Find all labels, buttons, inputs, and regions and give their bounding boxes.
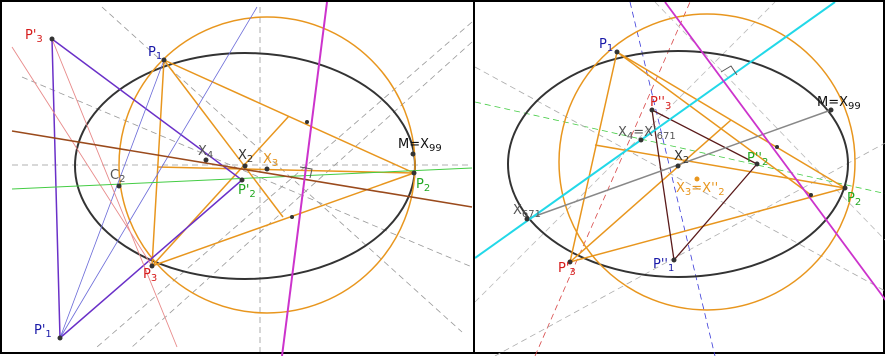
label-p3-double-prime: P''3 [650,95,671,112]
red-lines [11,38,178,348]
red-line-2 [11,46,153,267]
orange-triangle [151,58,417,268]
label-x671: X671 [513,203,541,220]
blue-line-1 [59,6,258,339]
point-p2 [842,185,848,191]
point-p2 [411,170,417,176]
point-m [410,151,416,157]
label-m: M=X99 [817,95,861,112]
median-p2 [156,166,415,174]
point-p1-double-prime [671,257,677,263]
label-p2: P2 [416,177,430,194]
points [524,49,848,265]
point-p1 [161,57,167,63]
violet-triangle [51,38,244,340]
triangle-p1p2p3 [151,58,417,268]
label-x2: X2 [674,149,689,166]
point-x3 [694,176,700,182]
dashed-blue-line [629,2,716,356]
brown-line [11,130,473,208]
point-p3-double-prime [649,107,655,113]
label-x2: X2 [238,148,253,165]
point-p2-prime [239,177,245,183]
point-aux-2 [290,215,294,219]
label-x4: X4=X'671 [618,125,676,142]
dashed-gray-line-1 [475,66,885,292]
dashed-gray-line-2 [494,142,885,356]
point-x671 [524,216,530,222]
right-angle-marker [299,166,313,179]
circumcircle [118,16,416,314]
orange-triangle [568,50,847,264]
label-p2-double-prime: P''2 [747,151,768,168]
dashed-line-diag-4 [131,41,473,348]
label-p1-prime: P'1 [34,323,52,340]
point-c2 [116,183,122,189]
point-x3 [264,166,270,172]
label-p3-prime: P'3 [25,28,43,45]
cyan-line [475,2,836,259]
dashed-red-line [534,2,691,356]
median-p1 [163,59,284,218]
right-panel: P1 P2 P'3 M=X99 X4=X'671 X2 X671 P''1 P'… [473,0,885,356]
label-x3: X3 [263,152,278,169]
right-angle-marker [720,65,738,76]
dashed-line-diag-3 [21,76,473,268]
triangle-prime [51,38,244,340]
point-p3 [567,259,573,265]
point-p1-prime [57,335,63,341]
median-p3 [151,115,290,267]
point-p1 [614,49,620,55]
triangle-double-prime [651,108,759,262]
point-p3-prime [49,36,55,42]
label-c2: C2 [110,168,125,185]
label-x4: X4 [198,144,213,161]
magenta-line [664,2,885,301]
label-p2: P2 [847,191,861,208]
point-aux-1 [775,145,779,149]
point-x4 [203,157,209,163]
point-aux-1 [305,120,309,124]
left-panel: P1 P2 P3 P'3 P'1 P'2 M=X99 X4 X2 X3 C2 [0,0,475,356]
median-p2 [594,144,846,189]
point-p3 [149,263,155,269]
label-p1-double-prime: P''1 [653,257,674,274]
left-diagram: P1 P2 P3 P'3 P'1 P'2 M=X99 X4 X2 X3 C2 [11,2,473,356]
magenta-line [281,2,328,356]
right-diagram: P1 P2 P'3 M=X99 X4=X'671 X2 X671 P''1 P'… [475,2,885,356]
point-m [828,107,834,113]
point-x2 [675,163,681,169]
red-line-1 [51,38,178,348]
label-p1: P1 [599,37,613,54]
label-p3: P'3 [558,261,576,278]
label-p1: P1 [148,45,162,62]
blue-line-2 [59,59,165,339]
construction-lines [475,2,885,356]
ellipse [507,50,849,278]
point-p2-double-prime [754,161,760,167]
point-aux-2 [809,193,813,197]
dashed-line-diag-2 [96,21,473,348]
label-m: M=X99 [398,137,442,154]
dashed-green-line [475,101,885,194]
label-x3-eq: X3=X''2 [676,181,725,198]
median-p3 [569,119,732,263]
blue-lines [59,6,258,339]
median-p1 [616,51,812,196]
triangle-p1p2p3 [568,50,847,264]
label-p2-prime: P'2 [238,183,256,200]
circumcircle [558,13,856,311]
point-x4 [638,137,644,143]
points [49,36,417,341]
point-x2 [242,163,248,169]
label-p3: P3 [143,267,157,284]
